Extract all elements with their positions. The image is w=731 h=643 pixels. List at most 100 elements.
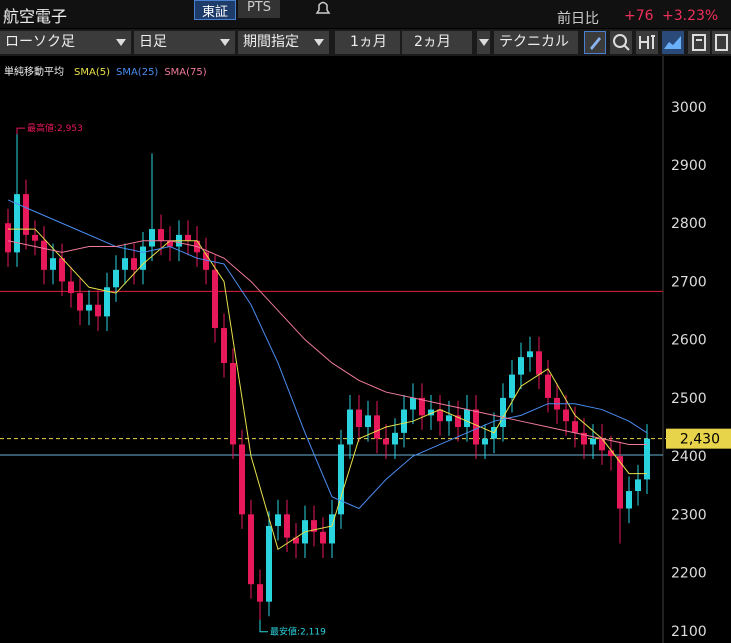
candle-body: [257, 584, 263, 602]
chart-type[interactable]: ローソク足: [0, 31, 131, 54]
y-tick-label: 2700: [671, 274, 707, 290]
y-tick-label: 3000: [671, 100, 707, 116]
candle-body: [428, 409, 434, 416]
candle-body: [14, 194, 20, 253]
technical[interactable]: テクニカル: [494, 31, 578, 54]
candle-body: [311, 520, 317, 532]
y-tick-label: 2800: [671, 216, 707, 232]
label: テクニカル: [499, 34, 569, 50]
candle-body: [284, 514, 290, 538]
annotation-pointer: [259, 619, 268, 633]
sma-line: [8, 228, 647, 551]
legend-entry: SMA(5): [74, 67, 110, 78]
candle-body: [203, 252, 209, 270]
candle-body: [293, 537, 299, 544]
market-tab[interactable]: 東証: [194, 0, 236, 20]
range[interactable]: 期間指定: [238, 31, 329, 54]
candle-body: [275, 514, 281, 526]
candle-body: [392, 432, 398, 445]
candle-body: [590, 438, 596, 445]
candle-body: [158, 229, 164, 241]
candle-body: [212, 269, 218, 329]
candle-body: [563, 409, 569, 422]
candle-body: [518, 357, 524, 375]
candle-body: [455, 415, 461, 428]
candle-body: [599, 438, 605, 451]
candle-body: [410, 397, 416, 410]
period[interactable]: 日足: [134, 31, 235, 54]
y-tick-label: 2200: [671, 566, 707, 582]
candle-body: [626, 491, 632, 509]
y-tick-label: 2100: [671, 624, 707, 640]
alert-icon[interactable]: [312, 0, 334, 16]
y-tick-label: 2400: [671, 449, 707, 465]
candle-body: [68, 281, 74, 294]
header: 航空電子 東証 PTS 前日比 +76 +3.23%: [0, 0, 731, 28]
candle-body: [437, 409, 443, 422]
candle-body: [419, 397, 425, 416]
candle-body: [338, 444, 344, 515]
candle-body: [572, 421, 578, 433]
label: ローソク足: [5, 34, 75, 50]
candle-body: [5, 223, 11, 253]
candle-body: [113, 269, 119, 288]
candle-body: [464, 409, 470, 428]
candle-body: [248, 514, 254, 585]
sma-line: [7, 240, 647, 445]
pts-tab[interactable]: PTS: [238, 0, 280, 18]
save-icon[interactable]: [688, 31, 710, 54]
candle-body: [122, 258, 128, 270]
toolbar: ローソク足 日足 期間指定 1ヵ月 2ヵ月 テクニカル: [0, 29, 731, 56]
candle-body: [383, 438, 389, 445]
annotation-pointer: [16, 127, 25, 135]
settings-icon[interactable]: [712, 31, 731, 54]
label: 期間指定: [243, 34, 299, 50]
candle-body: [221, 328, 227, 363]
candle-body: [536, 351, 542, 375]
y-tick-label: 2500: [671, 391, 707, 407]
candle-body: [23, 194, 29, 235]
candle-body: [95, 304, 101, 317]
range-menu[interactable]: [477, 31, 490, 54]
change-label: 前日比: [557, 11, 599, 27]
exit-icon[interactable]: [636, 31, 658, 54]
candle-body: [401, 409, 407, 433]
candle-body: [347, 409, 353, 445]
y-tick-label: 2900: [671, 158, 707, 174]
candle-body: [32, 234, 38, 241]
candle-body: [473, 409, 479, 445]
y-tick-label: 2600: [671, 333, 707, 349]
candle-body: [149, 229, 155, 247]
candle-body: [140, 246, 146, 270]
candle-body: [374, 415, 380, 439]
legend-title: 単純移動平均: [4, 65, 64, 78]
candle-body: [527, 351, 533, 358]
candle-body: [482, 438, 488, 445]
candle-body: [365, 415, 371, 428]
legend-entry: SMA(25): [116, 67, 158, 78]
candle-body: [41, 240, 47, 270]
one-month[interactable]: 1ヵ月: [335, 31, 400, 54]
price-tag-label: 2,430: [680, 432, 720, 448]
stock-name: 航空電子: [3, 7, 68, 26]
candle-body: [356, 409, 362, 428]
candle-body: [644, 438, 650, 480]
annotation: 最高値:2,953: [27, 122, 83, 134]
candle-body: [86, 304, 92, 311]
y-tick-label: 2300: [671, 507, 707, 523]
area-icon[interactable]: [662, 31, 684, 54]
label: 日足: [139, 34, 167, 50]
candle-body: [185, 234, 191, 241]
candle-body: [500, 397, 506, 428]
chart: 単純移動平均 SMA(5) SMA(25) SMA(75) 2100 2200 2300 2…: [0, 56, 731, 643]
candle-body: [509, 374, 515, 398]
zoom-icon[interactable]: [610, 31, 632, 54]
annotation: 最安値:2,119: [270, 626, 326, 638]
draw-icon[interactable]: [584, 31, 606, 54]
candle-body: [617, 456, 623, 509]
two-month[interactable]: 2ヵ月: [402, 31, 472, 54]
candle-body: [446, 415, 452, 422]
candle-body: [320, 531, 326, 544]
change: +76: [624, 8, 654, 24]
